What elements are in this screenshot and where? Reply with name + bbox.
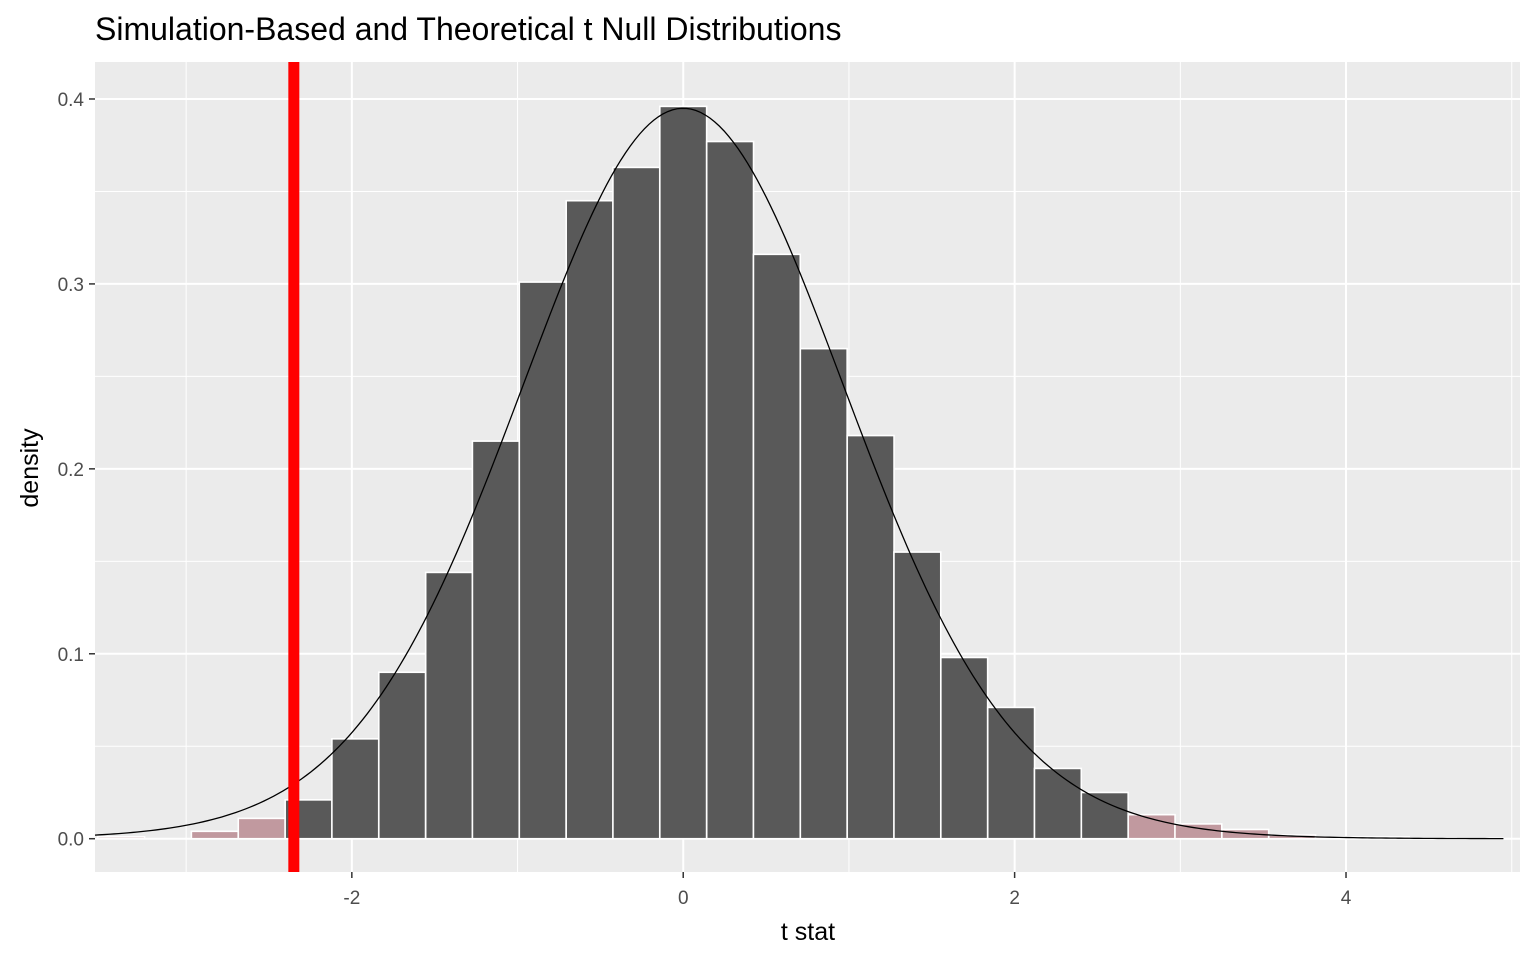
histogram-bar <box>518 281 567 840</box>
histogram-bar <box>705 140 755 840</box>
histogram-bar <box>659 105 708 840</box>
histogram-bar <box>237 817 286 840</box>
histogram-bar <box>752 253 802 840</box>
histogram-bar <box>331 738 380 840</box>
histogram-bar <box>1080 791 1129 840</box>
histogram-bar <box>377 671 427 840</box>
histogram-bar <box>799 347 848 840</box>
axis-ticks: -2 0 2 4 0.0 0.1 0.2 0.3 0.4 <box>58 90 1352 909</box>
histogram-bar <box>96 836 146 840</box>
y-axis-title: density <box>16 428 44 508</box>
histogram-bar <box>846 434 895 840</box>
y-tick-label: 0.2 <box>58 460 84 481</box>
chart-title: Simulation-Based and Theoretical t Null … <box>95 11 841 47</box>
histogram-bar <box>1033 767 1083 840</box>
histogram-bar <box>424 571 474 840</box>
x-axis-title: t stat <box>781 918 835 946</box>
x-tick-label: 0 <box>678 888 689 909</box>
y-tick-label: 0.4 <box>58 90 85 111</box>
x-tick-label: 4 <box>1341 888 1352 909</box>
y-tick-label: 0.1 <box>58 645 84 666</box>
histogram-bars <box>96 105 1504 840</box>
y-tick-label: 0.3 <box>58 275 84 296</box>
y-tick-label: 0.0 <box>58 830 84 851</box>
x-tick-label: 2 <box>1009 888 1020 909</box>
x-tick-label: -2 <box>343 888 360 909</box>
histogram-bar <box>1221 828 1270 840</box>
theoretical-curve-layer <box>94 107 1504 840</box>
theoretical-density-curve <box>94 107 1504 840</box>
histogram-bar <box>940 656 989 840</box>
histogram-bar <box>986 706 1036 840</box>
histogram-bar <box>471 440 521 840</box>
histogram-bar <box>190 830 240 840</box>
histogram-bar <box>893 551 942 840</box>
histogram-bar <box>565 199 614 840</box>
histogram-bar <box>612 166 661 840</box>
